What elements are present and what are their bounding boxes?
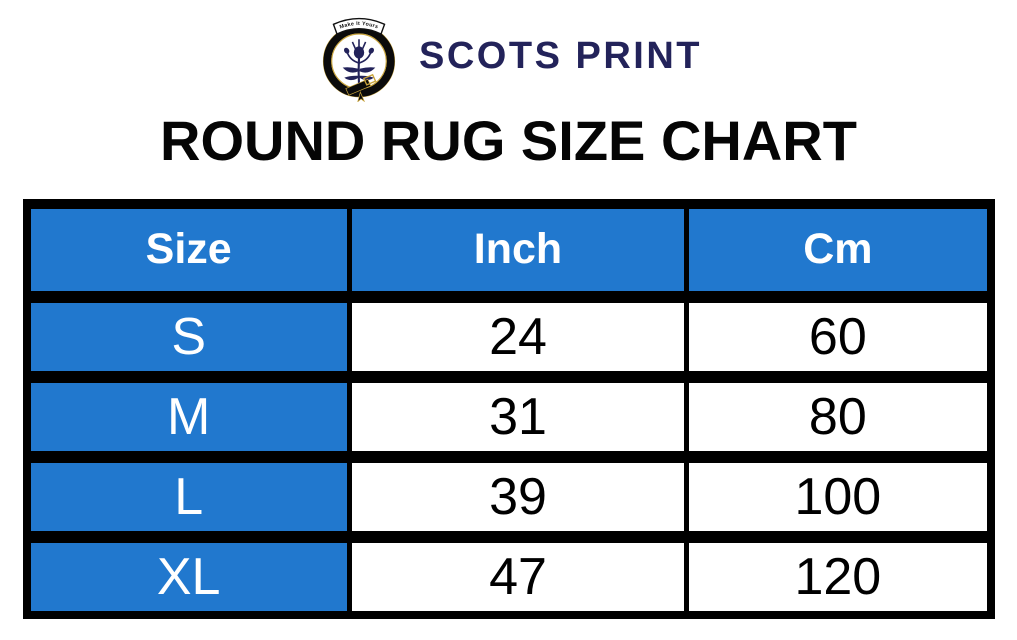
- header-cell-cm: Cm: [689, 208, 987, 291]
- cm-cell: 80: [689, 382, 987, 451]
- size-cell: M: [30, 382, 347, 451]
- cm-cell: 120: [689, 542, 987, 611]
- cm-cell: 60: [689, 302, 987, 371]
- page-title: ROUND RUG SIZE CHART: [160, 109, 857, 172]
- header-cell-inch: Inch: [351, 208, 685, 291]
- belt-ring: [323, 25, 395, 97]
- banner-ribbon: [332, 17, 386, 35]
- size-cell: S: [30, 302, 347, 371]
- inch-cell: 31: [351, 382, 685, 451]
- size-cell: L: [30, 462, 347, 531]
- cm-cell: 100: [689, 462, 987, 531]
- strap-tail: [357, 91, 365, 102]
- inch-cell: 24: [351, 302, 685, 371]
- inch-cell: 39: [351, 462, 685, 531]
- size-chart-table: Size Inch Cm S 24 60 M 31 80 L 39 100 XL…: [22, 198, 995, 619]
- banner-text: Make It Yours: [339, 21, 379, 31]
- thistle-icon: [342, 39, 376, 85]
- size-cell: XL: [30, 542, 347, 611]
- belt-buckle: [345, 73, 377, 102]
- header-cell-size: Size: [30, 208, 347, 291]
- clan-crest-logo: Make It Yours: [322, 17, 396, 102]
- inch-cell: 47: [351, 542, 685, 611]
- brand-header: Make It Yours SC: [0, 0, 1017, 102]
- brand-name: SCOTS PRINT: [419, 34, 702, 77]
